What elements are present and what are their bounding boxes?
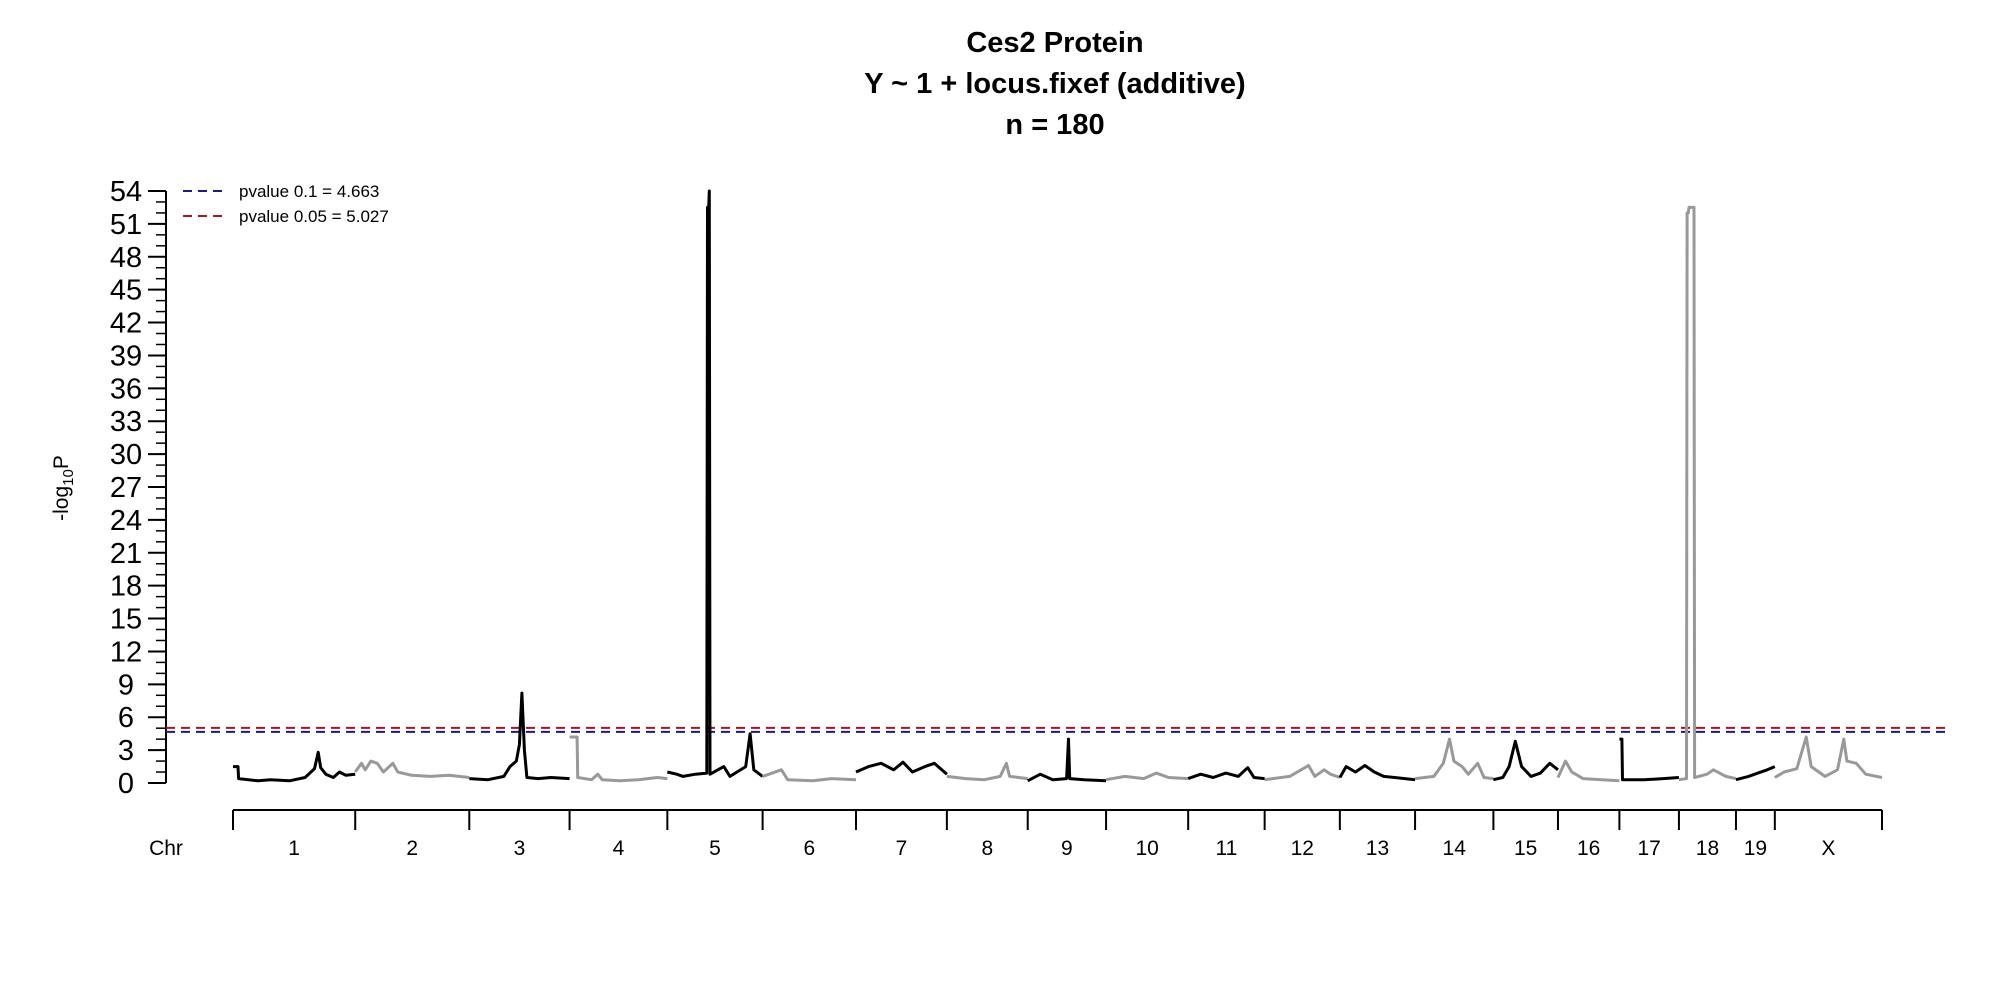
chromosome-profile-11 xyxy=(1187,766,1265,781)
chromosome-label: 5 xyxy=(709,837,721,860)
chromosome-label: 11 xyxy=(1216,837,1238,860)
chromosome-profile-X xyxy=(1774,735,1883,779)
y-tick-label: 6 xyxy=(118,702,134,734)
threshold-lines xyxy=(166,726,1945,733)
y-axis-label: -log10P xyxy=(50,455,77,521)
y-tick-label: 9 xyxy=(118,669,134,701)
y-tick-label: 27 xyxy=(110,472,142,504)
legend-label: pvalue 0.1 = 4.663 xyxy=(239,182,379,201)
chromosome-profile-14 xyxy=(1414,737,1494,781)
chromosome-profile-5 xyxy=(666,189,764,778)
legend-label: pvalue 0.05 = 5.027 xyxy=(239,207,389,226)
title-line-2: Y ~ 1 + locus.fixef (additive) xyxy=(864,68,1245,100)
chromosome-label: 8 xyxy=(981,837,993,860)
chromosome-profile-7 xyxy=(855,760,948,776)
y-tick-label: 36 xyxy=(110,373,142,405)
chromosome-profile-9 xyxy=(1027,737,1107,783)
chromosome-profile-15 xyxy=(1493,739,1559,782)
chromosome-label: 12 xyxy=(1291,837,1314,860)
chromosome-label: 9 xyxy=(1061,837,1073,860)
chromosome-profile-2 xyxy=(353,759,470,779)
chromosome-axis: Chr 1 2 3 4 5 6 7 8 9 10 11 12 13 14 15 16 17 18 19 X xyxy=(149,809,1883,860)
chromosome-label: 15 xyxy=(1514,837,1537,860)
y-tick-label: 12 xyxy=(110,636,142,668)
y-tick-label: 0 xyxy=(118,768,134,800)
title-line-1: Ces2 Protein xyxy=(966,27,1143,59)
chromosome-profile-6 xyxy=(762,768,857,783)
y-tick-label: 3 xyxy=(118,735,134,767)
chromosome-label: 16 xyxy=(1577,837,1600,860)
y-tick-label: 39 xyxy=(110,340,142,372)
chromosome-profile-19 xyxy=(1735,765,1776,782)
y-tick-label: 54 xyxy=(110,176,142,208)
lod-profile-series xyxy=(233,189,1883,783)
y-tick-label: 24 xyxy=(110,505,142,537)
y-tick-label: 18 xyxy=(110,571,142,603)
chromosome-label: 10 xyxy=(1135,837,1158,860)
chromosome-label: 19 xyxy=(1744,837,1767,860)
chromosome-label: 3 xyxy=(514,837,526,860)
chart-title: Ces2 Protein Y ~ 1 + locus.fixef (additi… xyxy=(864,27,1245,141)
chromosome-label: 7 xyxy=(896,837,908,860)
chromosome-profile-4 xyxy=(569,735,668,783)
chromosome-profile-1 xyxy=(233,750,356,783)
chromosome-profile-13 xyxy=(1338,764,1416,782)
chromosome-label: 4 xyxy=(613,837,625,860)
y-tick-label: 33 xyxy=(110,406,142,438)
y-tick-label: 48 xyxy=(110,242,142,274)
y-tick-label: 21 xyxy=(110,538,142,570)
y-tick-label: 30 xyxy=(110,439,142,471)
chromosome-label: 2 xyxy=(406,837,418,860)
chromosome-profile-12 xyxy=(1264,764,1341,782)
chromosome-profile-8 xyxy=(946,761,1028,782)
chromosome-profile-17 xyxy=(1619,737,1680,782)
legend: pvalue 0.1 = 4.663 pvalue 0.05 = 5.027 xyxy=(183,182,389,226)
chromosome-profile-3 xyxy=(469,691,570,782)
chromosome-label: 1 xyxy=(288,837,300,860)
chromosome-profile-18 xyxy=(1678,205,1737,782)
chromosome-label: 6 xyxy=(803,837,815,860)
chromosome-label: 18 xyxy=(1696,837,1719,860)
chromosome-label: 13 xyxy=(1366,837,1389,860)
y-tick-label: 42 xyxy=(110,308,142,340)
x-axis-label: Chr xyxy=(149,837,183,860)
y-tick-label: 15 xyxy=(110,604,142,636)
chromosome-label: 17 xyxy=(1637,837,1660,860)
chromosome-profile-16 xyxy=(1556,759,1620,783)
chromosome-label: 14 xyxy=(1443,837,1467,860)
title-line-3: n = 180 xyxy=(1005,109,1104,141)
chromosome-label: X xyxy=(1821,837,1835,860)
chromosome-profile-10 xyxy=(1105,771,1189,782)
y-tick-label: 51 xyxy=(110,209,142,241)
y-tick-label: 45 xyxy=(110,275,142,307)
